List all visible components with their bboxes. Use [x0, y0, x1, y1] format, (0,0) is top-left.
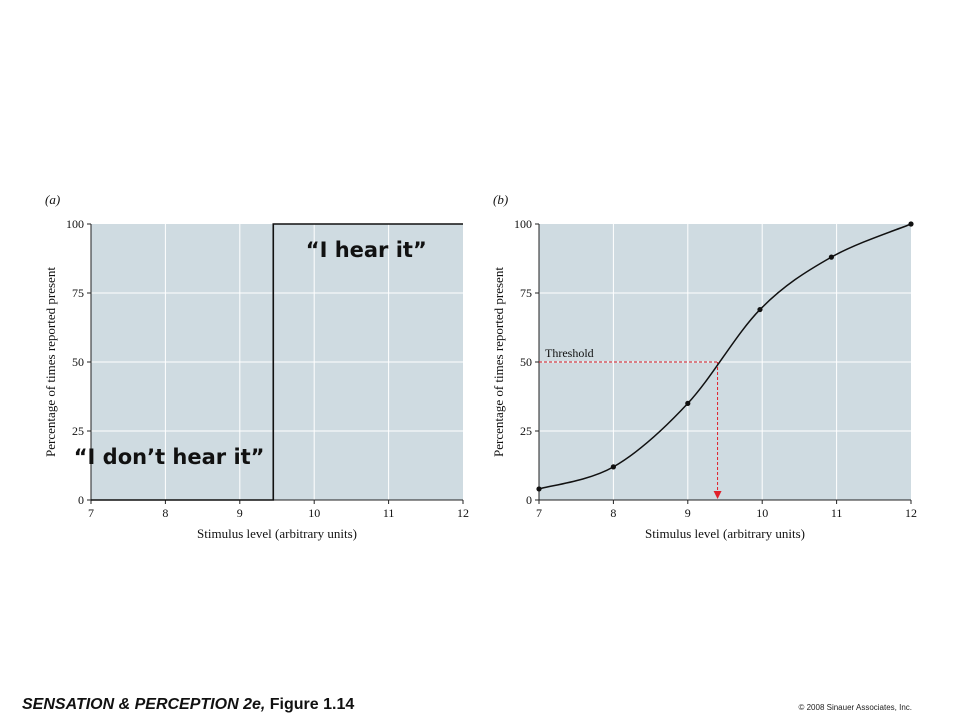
x-tick-label: 12	[457, 506, 469, 520]
annotation: “I don’t hear it”	[74, 445, 265, 469]
copyright-notice: © 2008 Sinauer Associates, Inc.	[798, 703, 912, 712]
y-axis-label: Percentage of times reported present	[43, 267, 58, 457]
figure-number: Figure 1.14	[265, 696, 355, 713]
x-tick-label: 7	[536, 506, 542, 520]
data-point	[610, 464, 617, 470]
threshold-arrow	[713, 491, 722, 499]
y-tick-label: 25	[520, 424, 532, 438]
y-tick-label: 100	[514, 217, 532, 231]
data-point	[536, 486, 542, 492]
book-title: SENSATION & PERCEPTION 2e,	[22, 696, 266, 713]
x-tick-label: 8	[162, 506, 168, 520]
x-tick-label: 8	[610, 506, 616, 520]
y-tick-label: 50	[520, 355, 532, 369]
x-tick-label: 9	[685, 506, 691, 520]
y-tick-label: 25	[72, 424, 84, 438]
x-axis-label: Stimulus level (arbitrary units)	[197, 526, 357, 541]
x-tick-label: 10	[308, 506, 320, 520]
x-tick-label: 9	[237, 506, 243, 520]
step-line	[91, 223, 463, 501]
annotation: “I hear it”	[306, 238, 427, 262]
x-axis-label: Stimulus level (arbitrary units)	[645, 526, 805, 541]
panel-b: 7 8 9 10 11 12 0 25 50 75 100 Stimulus level (arbit…	[491, 192, 917, 541]
data-point	[908, 221, 914, 227]
y-tick-label: 0	[526, 493, 532, 507]
y-tick-label: 0	[78, 493, 84, 507]
x-tick-label: 10	[756, 506, 768, 520]
y-tick-label: 50	[72, 355, 84, 369]
x-tick-label: 11	[383, 506, 395, 520]
data-point	[828, 254, 834, 260]
x-tick-label: 7	[88, 506, 94, 520]
threshold-label: Threshold	[545, 346, 594, 360]
y-tick-label: 75	[72, 286, 84, 300]
panel-label: (a)	[45, 192, 60, 207]
figure-caption: SENSATION & PERCEPTION 2e, Figure 1.14	[22, 696, 354, 714]
y-axis-label: Percentage of times reported present	[491, 267, 506, 457]
data-point	[685, 400, 691, 406]
panel-a: 7 8 9 10 11 12 0 25 50 75 100 Stimulus level (arbit…	[43, 192, 469, 541]
panel-label: (b)	[493, 192, 508, 207]
y-tick-label: 100	[66, 217, 84, 231]
x-tick-label: 12	[905, 506, 917, 520]
y-tick-label: 75	[520, 286, 532, 300]
x-tick-label: 11	[831, 506, 843, 520]
data-point	[757, 306, 763, 313]
